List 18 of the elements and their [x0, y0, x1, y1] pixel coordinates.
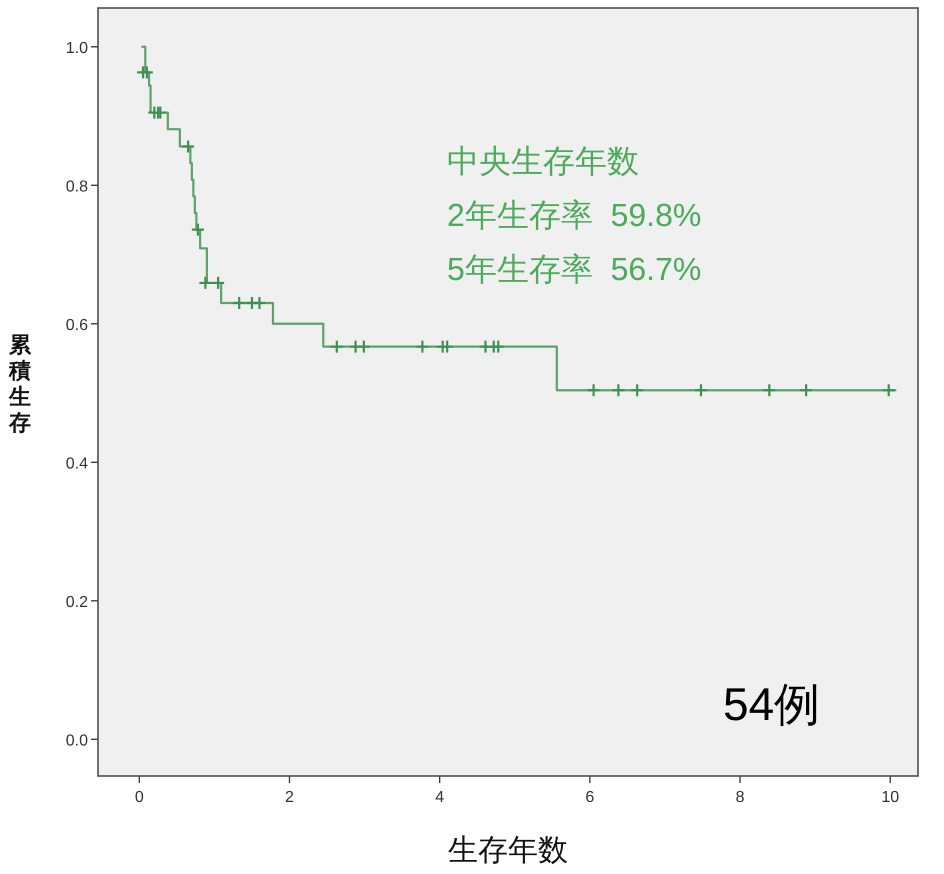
annotation: 5年生存率 56.7% [447, 251, 702, 287]
y-tick-label: 0.0 [66, 732, 88, 750]
x-tick-label: 8 [736, 789, 745, 806]
y-tick-label: 0.6 [66, 316, 88, 334]
x-tick-label: 0 [134, 789, 144, 806]
y-tick-label: 0.8 [66, 178, 88, 196]
x-axis-title: 生存年数 [448, 834, 568, 867]
x-tick-label: 10 [881, 789, 900, 806]
annotation: 54例 [723, 678, 820, 730]
x-tick-label: 2 [285, 789, 294, 806]
y-tick-label: 1.0 [66, 40, 88, 57]
x-tick-label: 4 [435, 789, 444, 806]
ylabel: 累積生存 [9, 332, 31, 435]
y-tick-label: 0.2 [66, 594, 88, 611]
x-tick-label: 6 [585, 789, 594, 806]
annotation: 2年生存率 59.8% [447, 197, 702, 233]
annotation: 中央生存年数 [447, 143, 639, 179]
y-tick-label: 0.4 [66, 455, 88, 472]
